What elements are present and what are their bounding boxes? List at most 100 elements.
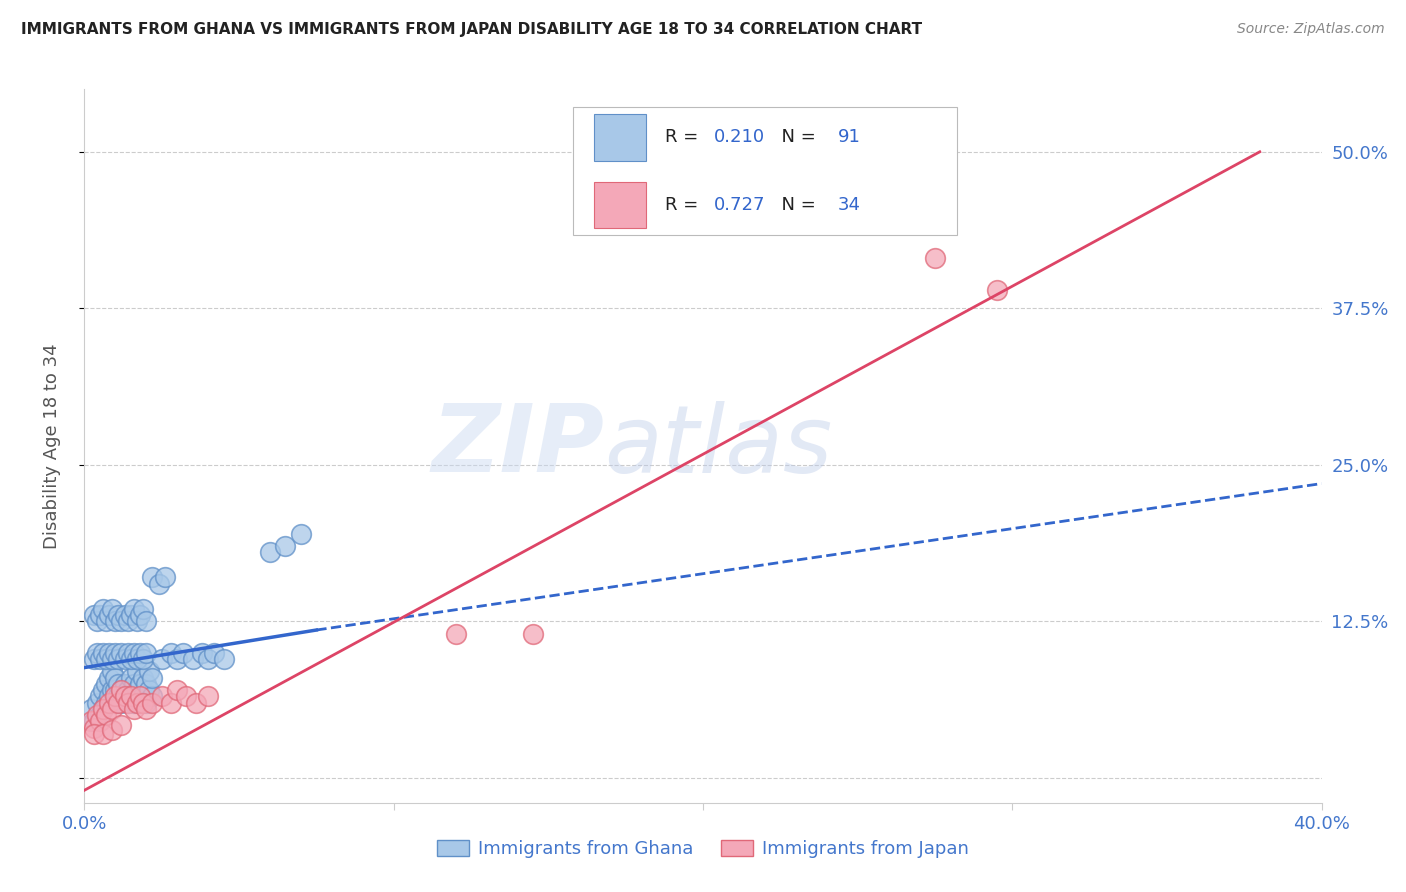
Point xyxy=(125,652,148,666)
Point xyxy=(172,646,194,660)
Text: Source: ZipAtlas.com: Source: ZipAtlas.com xyxy=(1237,22,1385,37)
Point xyxy=(125,665,148,679)
Point xyxy=(104,614,127,628)
Text: N =: N = xyxy=(770,196,821,214)
Point xyxy=(122,646,145,660)
Point xyxy=(191,646,214,660)
Point xyxy=(83,714,105,729)
Point xyxy=(274,539,297,553)
Point xyxy=(101,702,124,716)
Text: 91: 91 xyxy=(838,128,860,146)
Point xyxy=(160,646,183,660)
Point xyxy=(98,696,121,710)
Point xyxy=(141,671,163,685)
Point xyxy=(107,607,129,622)
Point xyxy=(89,607,111,622)
Point xyxy=(114,690,136,704)
Text: 0.210: 0.210 xyxy=(714,128,765,146)
Point xyxy=(91,683,114,698)
Point xyxy=(129,607,152,622)
Point xyxy=(135,677,157,691)
Point xyxy=(94,677,117,691)
Point xyxy=(104,671,127,685)
Point xyxy=(98,646,121,660)
Point xyxy=(132,601,155,615)
Point xyxy=(114,652,136,666)
Point xyxy=(129,690,152,704)
Point xyxy=(129,677,152,691)
FancyBboxPatch shape xyxy=(595,114,647,161)
Point xyxy=(120,690,142,704)
Text: 0.727: 0.727 xyxy=(714,196,766,214)
Point xyxy=(135,702,157,716)
Point xyxy=(212,652,235,666)
Point xyxy=(91,646,114,660)
Point xyxy=(94,614,117,628)
Point xyxy=(98,607,121,622)
Point xyxy=(135,696,157,710)
Point xyxy=(181,652,204,666)
Text: atlas: atlas xyxy=(605,401,832,491)
Point xyxy=(444,627,467,641)
Point xyxy=(202,646,225,660)
Point xyxy=(122,601,145,615)
Point xyxy=(150,690,173,704)
Point xyxy=(83,721,105,735)
Point xyxy=(101,683,124,698)
Point xyxy=(114,607,136,622)
Text: 34: 34 xyxy=(838,196,860,214)
Point xyxy=(110,614,132,628)
Point xyxy=(91,702,114,716)
Point xyxy=(117,646,139,660)
Point xyxy=(104,696,127,710)
Point xyxy=(150,652,173,666)
Point xyxy=(83,607,105,622)
Point xyxy=(197,652,219,666)
Point xyxy=(125,614,148,628)
Point xyxy=(86,696,108,710)
Point xyxy=(176,690,198,704)
Point xyxy=(91,702,114,716)
Text: R =: R = xyxy=(665,128,703,146)
Point xyxy=(104,646,127,660)
Point xyxy=(110,696,132,710)
Point xyxy=(138,665,160,679)
Point xyxy=(120,607,142,622)
Point xyxy=(101,601,124,615)
Point xyxy=(107,690,129,704)
Point xyxy=(89,708,111,723)
Point xyxy=(138,683,160,698)
Text: ZIP: ZIP xyxy=(432,400,605,492)
Point xyxy=(91,601,114,615)
Point xyxy=(86,708,108,723)
Point xyxy=(160,696,183,710)
Point xyxy=(89,714,111,729)
Point xyxy=(110,683,132,698)
Point xyxy=(117,614,139,628)
FancyBboxPatch shape xyxy=(595,182,647,228)
Point xyxy=(120,690,142,704)
Point xyxy=(122,696,145,710)
Point xyxy=(79,702,101,716)
Point xyxy=(110,683,132,698)
Point xyxy=(148,576,170,591)
Point xyxy=(129,696,152,710)
Point xyxy=(135,646,157,660)
Point xyxy=(132,696,155,710)
Point xyxy=(94,652,117,666)
Point xyxy=(107,677,129,691)
Point xyxy=(125,683,148,698)
Text: N =: N = xyxy=(770,128,821,146)
Point xyxy=(166,683,188,698)
Point xyxy=(94,708,117,723)
Point xyxy=(83,727,105,741)
Point xyxy=(290,526,312,541)
Point xyxy=(110,718,132,732)
Point xyxy=(166,652,188,666)
Point xyxy=(79,714,101,729)
Point xyxy=(132,652,155,666)
Text: IMMIGRANTS FROM GHANA VS IMMIGRANTS FROM JAPAN DISABILITY AGE 18 TO 34 CORRELATI: IMMIGRANTS FROM GHANA VS IMMIGRANTS FROM… xyxy=(21,22,922,37)
Point xyxy=(141,570,163,584)
Point xyxy=(117,696,139,710)
Point xyxy=(117,696,139,710)
